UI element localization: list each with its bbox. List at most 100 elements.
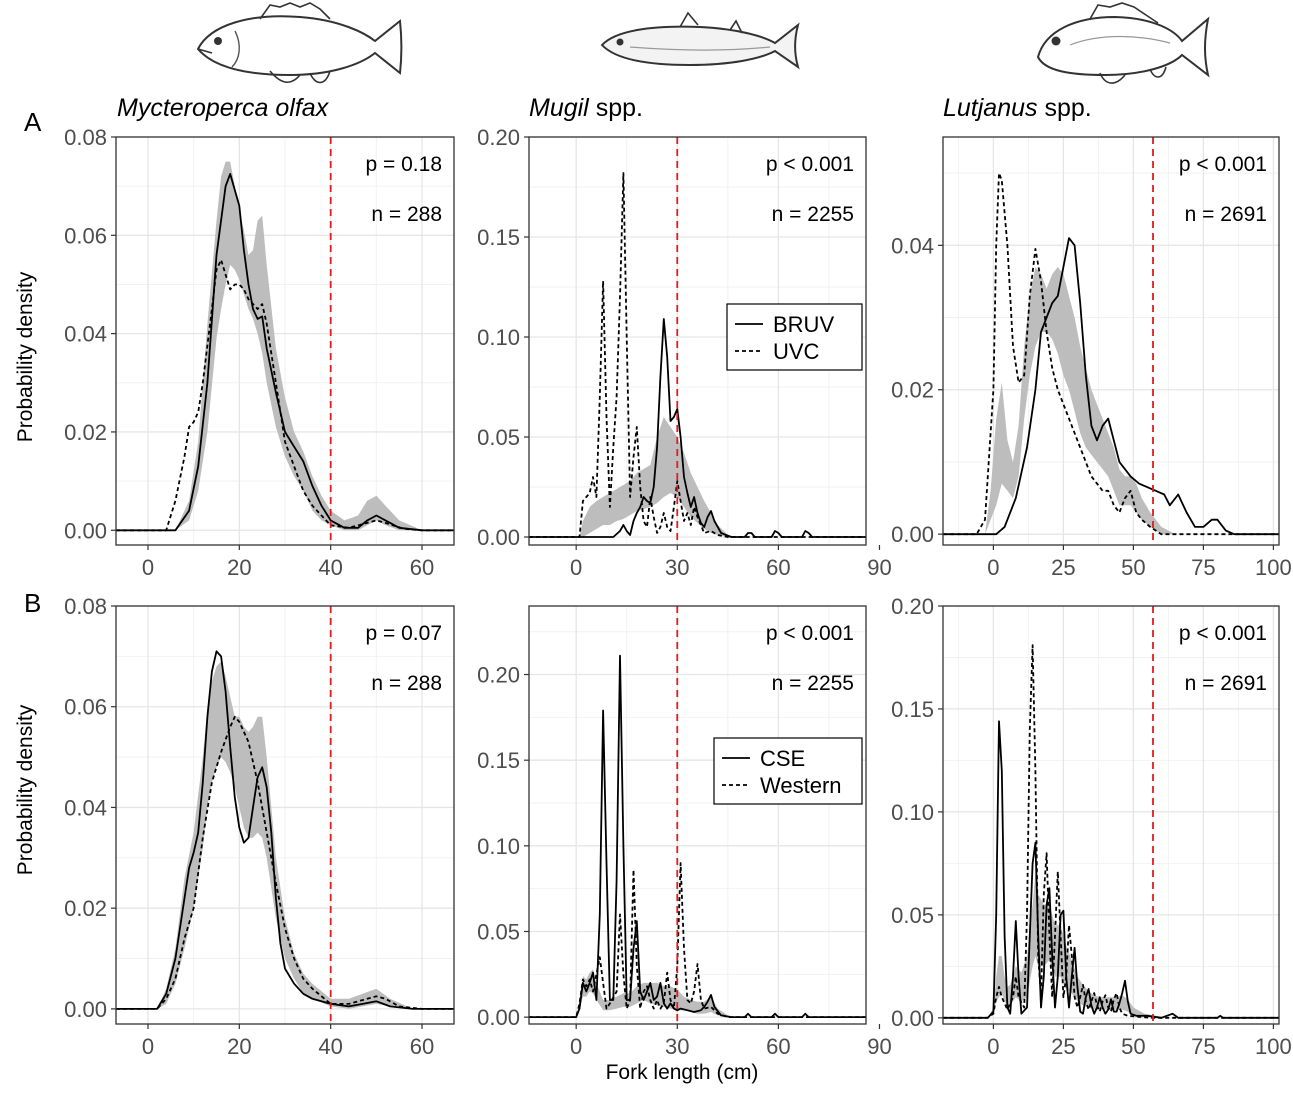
y-tick-label: 0.00 <box>64 997 107 1022</box>
series-line-western <box>116 715 454 1010</box>
p-value-annotation: p < 0.001 <box>1179 153 1267 176</box>
y-tick-label: 0.04 <box>64 322 107 347</box>
x-tick-label: 40 <box>318 555 342 580</box>
p-value-annotation: p < 0.001 <box>1179 622 1267 645</box>
y-tick-label: 0.02 <box>64 420 107 445</box>
y-tick-label: 0.02 <box>64 896 107 921</box>
y-tick-label: 0.15 <box>477 225 520 250</box>
x-tick-label: 75 <box>1191 555 1215 580</box>
y-axis-title-top: Probability density <box>14 271 37 442</box>
x-tick-label: 60 <box>766 1034 790 1059</box>
panel-a-2: 0 30 60 90 0.00 0.05 0.10 0.15 0.20 p < 0.001 n = … <box>477 125 892 580</box>
x-tick-label: 50 <box>1121 1034 1145 1059</box>
x-axis-title: Fork length (cm) <box>606 1061 759 1084</box>
y-tick-label: 0.10 <box>477 834 520 859</box>
y-axis-title-bottom: Probability density <box>14 704 37 875</box>
y-tick-label: 0.05 <box>477 425 520 450</box>
x-tick-label: 25 <box>1051 1034 1075 1059</box>
species-title-3-italic: Lutjanus <box>943 94 1038 122</box>
series-line-uvc <box>529 172 866 538</box>
x-tick-label: 0 <box>142 555 154 580</box>
row-label-a: A <box>24 107 42 137</box>
panel-border <box>115 136 455 546</box>
x-tick-label: 0 <box>987 1034 999 1059</box>
x-tick-label: 90 <box>867 555 891 580</box>
y-tick-label: 0.00 <box>64 518 107 543</box>
p-value-annotation: p = 0.07 <box>366 622 442 645</box>
species-title-1: Mycteroperca olfax <box>117 94 330 122</box>
y-tick-label: 0.00 <box>477 1005 520 1030</box>
x-tick-label: 0 <box>987 555 999 580</box>
x-tick-label: 30 <box>665 1034 689 1059</box>
legend-label-western: Western <box>760 773 842 798</box>
x-tick-label: 50 <box>1121 555 1145 580</box>
series-line-western <box>529 862 866 1018</box>
panel-border <box>942 605 1280 1025</box>
series-line-cse <box>943 720 1279 1019</box>
panel-b-1: 0 20 40 60 0.00 0.02 0.04 0.06 0.08 p = 0.07 n = 2… <box>64 594 455 1059</box>
y-tick-label: 0.20 <box>477 663 520 688</box>
x-tick-label: 60 <box>766 555 790 580</box>
species-title-2-suffix: spp. <box>589 94 643 122</box>
x-tick-label: 0 <box>570 555 582 580</box>
panels-group: 0 20 40 60 0.00 0.02 0.04 0.06 0.08 p = 0.18 n = 2… <box>64 125 1292 1059</box>
y-tick-label: 0.10 <box>891 800 934 825</box>
y-tick-label: 0.00 <box>477 525 520 550</box>
y-tick-label: 0.15 <box>477 748 520 773</box>
n-annotation: n = 2691 <box>1185 203 1267 226</box>
panel-border <box>528 605 867 1025</box>
x-tick-label: 90 <box>867 1034 891 1059</box>
x-tick-label: 30 <box>665 555 689 580</box>
plot-area <box>529 172 866 538</box>
y-tick-label: 0.05 <box>891 903 934 928</box>
confidence-band <box>529 417 866 537</box>
panel-b-2: 0 30 60 90 0.00 0.05 0.10 0.15 0.20 p < 0.001 n = … <box>477 605 892 1059</box>
species-title-2-italic: Mugil <box>529 94 590 122</box>
y-tick-label: 0.20 <box>477 125 520 150</box>
panel-border <box>528 136 867 546</box>
x-tick-label: 20 <box>227 1034 251 1059</box>
y-tick-label: 0.06 <box>64 695 107 720</box>
p-value-annotation: p < 0.001 <box>766 622 854 645</box>
panel-border <box>942 136 1280 546</box>
y-tick-label: 0.04 <box>891 233 934 258</box>
series-line-western <box>943 644 1279 1019</box>
x-tick-label: 60 <box>410 1034 434 1059</box>
x-tick-label: 0 <box>570 1034 582 1059</box>
grouper-fish-icon <box>196 2 403 84</box>
series-line-uvc <box>943 172 1279 536</box>
plot-area <box>529 654 866 1018</box>
panel-background <box>943 606 1279 1024</box>
x-tick-label: 60 <box>410 555 434 580</box>
x-tick-label: 75 <box>1191 1034 1215 1059</box>
n-annotation: n = 2255 <box>772 203 854 226</box>
y-tick-label: 0.20 <box>891 594 934 619</box>
snapper-fish-icon <box>1036 2 1210 84</box>
y-tick-label: 0.15 <box>891 697 934 722</box>
legend-label-uvc: UVC <box>773 339 820 364</box>
n-annotation: n = 2255 <box>772 672 854 695</box>
y-tick-label: 0.08 <box>64 594 107 619</box>
y-tick-label: 0.00 <box>891 522 934 547</box>
panel-border <box>115 605 455 1025</box>
plot-area <box>943 644 1279 1019</box>
panel-a-3: 0 25 50 75 100 0.00 0.02 0.04 p < 0.001 n = 2691 <box>891 136 1292 580</box>
mullet-fish-icon <box>600 11 800 70</box>
x-tick-label: 100 <box>1255 555 1292 580</box>
x-tick-label: 20 <box>227 555 251 580</box>
legend-box <box>713 737 863 805</box>
legend-label-cse: CSE <box>760 746 805 771</box>
species-title-3-suffix: spp. <box>1038 94 1092 122</box>
n-annotation: n = 2691 <box>1185 672 1267 695</box>
x-tick-label: 0 <box>142 1034 154 1059</box>
p-value-annotation: p = 0.18 <box>366 153 442 176</box>
panel-background <box>529 606 866 1024</box>
x-tick-label: 40 <box>318 1034 342 1059</box>
legend-label-bruv: BRUV <box>773 312 834 337</box>
confidence-band <box>116 661 454 1009</box>
confidence-band <box>529 969 866 1018</box>
